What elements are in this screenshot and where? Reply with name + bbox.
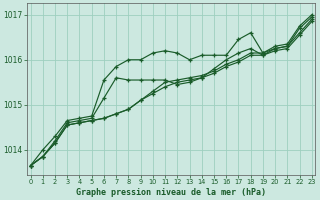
X-axis label: Graphe pression niveau de la mer (hPa): Graphe pression niveau de la mer (hPa) [76,188,266,197]
